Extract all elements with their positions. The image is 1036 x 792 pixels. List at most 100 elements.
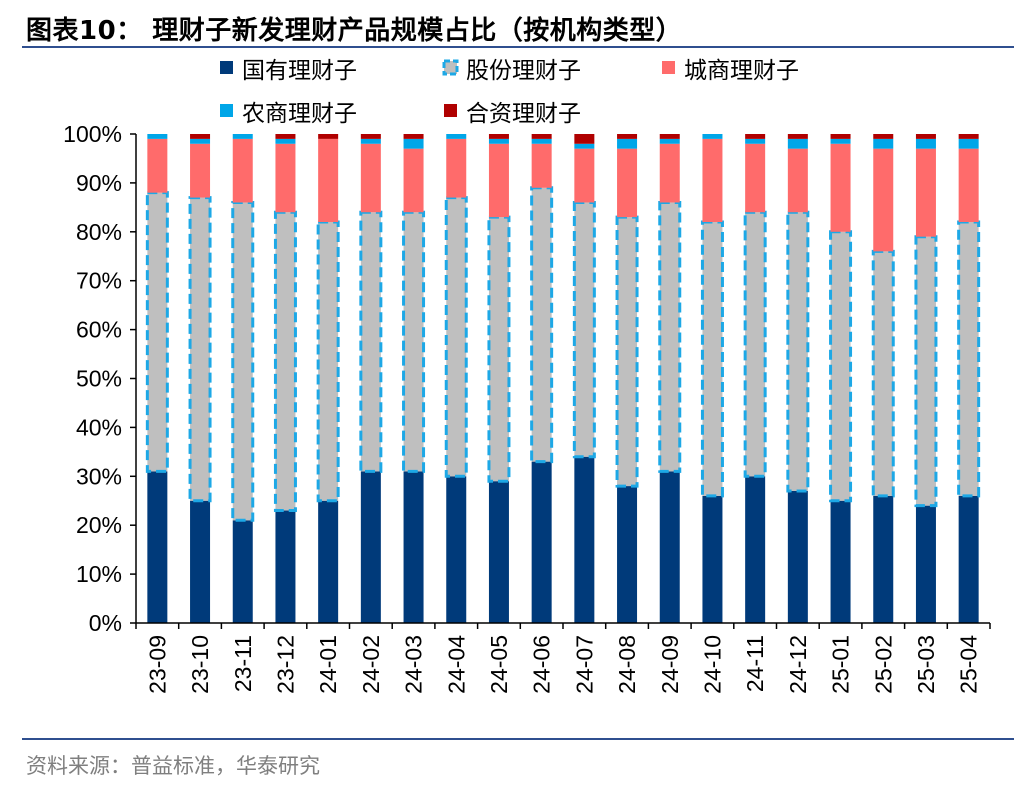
x-tick-label: 24-10: [699, 635, 725, 694]
bar-segment: [190, 138, 211, 144]
bar-segment: [659, 138, 680, 144]
x-tick-label: 24-11: [742, 635, 768, 692]
bar-segment: [873, 495, 894, 623]
x-tick-label: 24-09: [657, 635, 683, 694]
bar-segment: [531, 134, 552, 139]
bar-stack: [572, 134, 596, 623]
figure-title: 图表10： 理财子新发理财产品规模占比（按机构类型）: [26, 16, 683, 46]
legend-label: 股份理财子: [466, 58, 581, 84]
bar-segment: [273, 210, 297, 513]
x-tick-label: 25-03: [913, 635, 939, 694]
bar-segment: [702, 134, 723, 139]
x-tick-label: 24-02: [358, 635, 384, 694]
x-axis: 23-09 23-10 23-11 23-12 24-01 24-02 24-03 24-04…: [135, 622, 991, 694]
bar-segment: [659, 143, 680, 203]
y-tick-label: 10%: [76, 561, 122, 587]
y-tick-label: 0%: [89, 610, 122, 636]
bar-segment: [574, 148, 595, 203]
x-tick-label: 24-12: [785, 635, 811, 694]
bar-segment: [359, 210, 383, 473]
y-tick-label: 80%: [76, 219, 122, 245]
bar-segment: [403, 138, 424, 149]
bar-stack: [530, 134, 554, 623]
bar-segment: [190, 500, 211, 623]
x-tick-label: 24-04: [443, 635, 469, 694]
legend-label: 合资理财子: [466, 101, 581, 127]
bar-segment: [531, 143, 552, 188]
bar-segment: [915, 505, 936, 623]
bar-segment: [745, 143, 766, 213]
bar-segment: [446, 476, 467, 623]
bar-segment: [830, 143, 851, 232]
bar-segment: [360, 471, 381, 623]
bar-segment: [702, 495, 723, 623]
bar-stack: [402, 134, 426, 623]
bar-segment: [787, 138, 808, 149]
bar-segment: [446, 138, 467, 198]
bar-stack: [871, 134, 895, 623]
legend-label: 城商理财子: [684, 58, 799, 84]
bar-segment: [574, 143, 595, 149]
bar-segment: [958, 495, 979, 623]
x-tick-label: 24-05: [486, 635, 512, 694]
legend-swatch: [442, 59, 459, 76]
legend-swatch: [662, 61, 675, 74]
y-tick-label: 30%: [76, 463, 122, 489]
bar-stack: [957, 134, 981, 623]
bar-stack: [231, 134, 255, 623]
bar-segment: [147, 471, 168, 623]
bar-stack: [487, 134, 511, 623]
bar-segment: [275, 143, 296, 213]
x-tick-label: 25-02: [870, 635, 896, 694]
bar-segment: [915, 148, 936, 237]
bar-stack: [188, 134, 212, 623]
bar-segment: [318, 138, 339, 223]
bar-segment: [702, 138, 723, 223]
bar-stack: [743, 134, 767, 623]
bar-segment: [745, 134, 766, 139]
legend-swatch: [444, 104, 457, 117]
bar-stack: [914, 134, 938, 623]
bar-segment: [530, 186, 554, 464]
bar-segment: [617, 138, 638, 149]
y-tick-label: 90%: [76, 170, 122, 196]
bar-stack: [145, 134, 169, 623]
y-tick-label: 50%: [76, 366, 122, 392]
x-tick-label: 24-01: [315, 635, 341, 694]
bar-segment: [232, 520, 253, 623]
bar-segment: [275, 138, 296, 144]
bar-segment: [232, 134, 253, 139]
legend-swatch: [220, 104, 233, 117]
bar-segment: [830, 134, 851, 139]
bar-segment: [873, 134, 894, 139]
bar-segment: [914, 235, 938, 508]
bar-segment: [402, 210, 426, 473]
bar-segment: [615, 215, 639, 488]
bar-segment: [316, 220, 340, 503]
y-tick-label: 60%: [76, 317, 122, 343]
x-tick-label: 24-08: [614, 635, 640, 694]
x-tick-label: 24-03: [401, 635, 427, 694]
bar-segment: [700, 220, 724, 498]
bar-segment: [745, 476, 766, 623]
bar-segment: [190, 134, 211, 139]
bar-segment: [871, 249, 895, 498]
bar-segment: [145, 191, 169, 473]
bar-segment: [915, 134, 936, 139]
bar-segment: [829, 230, 853, 503]
bar-segment: [488, 134, 509, 139]
bar-segment: [275, 510, 296, 623]
x-tick-label: 24-07: [571, 635, 597, 694]
bar-segment: [830, 500, 851, 623]
x-tick-label: 23-11: [230, 635, 256, 692]
bar-segment: [190, 143, 211, 198]
x-tick-label: 25-01: [828, 635, 854, 694]
y-tick-label: 100%: [63, 121, 122, 147]
bar-segment: [574, 134, 595, 144]
bar-segment: [617, 486, 638, 623]
y-axis: 0% 10% 20% 30% 40% 50% 60% 70% 80% 90% 100%: [63, 121, 137, 636]
bar-segment: [147, 138, 168, 193]
bar-segment: [958, 148, 979, 223]
bar-segment: [787, 148, 808, 213]
